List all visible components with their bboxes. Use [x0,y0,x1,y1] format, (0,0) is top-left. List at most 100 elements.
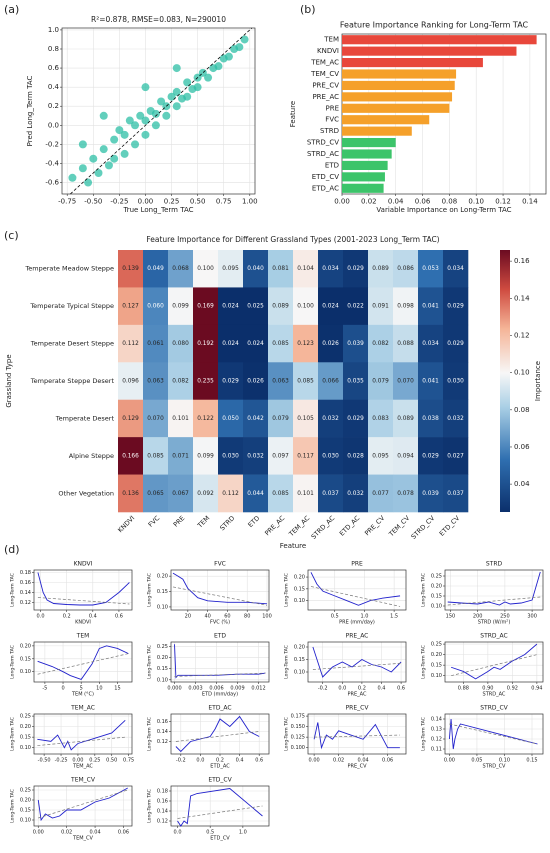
cell [443,474,469,513]
bar [342,115,430,125]
y-tick-label: 0.10 [20,745,31,751]
bar [342,103,450,113]
row-label: Temperate Meadow Steppe [24,265,114,273]
plot-frame [33,641,133,683]
cell-label: 0.024 [222,341,239,347]
column-label: PRE [172,514,187,529]
cell-label: 0.034 [422,341,439,347]
cell [318,437,344,475]
y-tick-label: 0.20 [294,645,305,651]
cell-label: 0.041 [422,304,439,310]
y-tick-label: 0.18 [157,789,168,795]
column-label: ETD_AC [338,514,362,538]
cell-label: 0.032 [347,491,364,497]
x-tick-label: 200 [473,613,483,619]
cell [293,250,319,288]
x-tick-label: 0.012 [251,685,265,691]
row-label: Temperate Desert Steppe [30,340,114,348]
point [141,83,150,92]
cell-label: 0.060 [147,304,164,310]
y-tick-label: 0.8 [48,45,59,53]
x-tick-label: 0.04 [388,197,404,205]
bar [342,126,412,136]
x-tick-label: 1.00 [242,197,258,205]
x-tick-label: 0.02 [333,757,344,763]
data-line [313,722,400,750]
x-tick-label: 0.006 [209,685,223,691]
cell [193,362,219,401]
cell [443,362,469,401]
y-tick-label: FVC [325,116,339,124]
cell-label: 0.192 [197,341,214,347]
cell-label: 0.030 [447,379,464,385]
x-tick-label: 0.50 [106,757,117,763]
cell-label: 0.094 [397,453,414,459]
y-tick-label: 0.12 [431,737,442,743]
cell [193,437,219,475]
x-tick-label: 0.08 [442,197,458,205]
y-tick-label: 0.15 [20,808,31,814]
cell-label: 0.044 [247,491,264,497]
cell-label: 0.098 [397,304,414,310]
data-line [312,646,402,678]
panel-label: (d) [4,543,20,556]
y-tick-label: PRE_CV [312,81,339,89]
colorbar-tick-label: 0.04 [514,480,530,488]
cell [168,399,194,438]
plot-frame [444,713,544,755]
cell [418,250,444,288]
column-label: KNDVI [116,514,136,534]
point [183,78,192,87]
row-label: Temperate Desert [55,414,115,422]
cell-label: 0.089 [372,266,389,272]
data-line [37,645,129,680]
point [104,161,113,170]
cell [143,399,169,438]
point [214,62,223,71]
y-tick-label: 0.20 [20,798,31,804]
x-tick-label: 0.06 [382,757,393,763]
cell-label: 0.029 [347,416,364,422]
cell [243,287,269,326]
cell-label: 0.037 [322,491,339,497]
cell [418,399,444,438]
bar [342,80,455,90]
cell [243,362,269,401]
cell [418,324,444,363]
cell-label: 0.136 [122,491,139,497]
identity-line [70,27,253,195]
x-tick-label: 40 [204,613,210,619]
cell [268,287,294,326]
y-tick-label: 0.6 [48,64,60,72]
cell [243,324,269,363]
x-tick-label: 20 [185,613,191,619]
y-tick-label: 0.10 [431,604,442,610]
cell-label: 0.049 [147,266,164,272]
cell-label: 0.034 [447,266,464,272]
y-tick-label: STRD_CV [307,139,339,147]
plot-frame [307,569,407,611]
cell-label: 0.086 [397,266,414,272]
y-axis-label: Long-Term TAC [284,573,290,607]
cell-label: 0.085 [297,379,314,385]
x-axis-label: STRD_AC [483,692,506,698]
x-axis-label: TEM (°C) [71,692,94,698]
cell [168,324,194,363]
y-axis-label: Long-Term TAC [10,645,16,679]
colorbar-label: Importance [534,361,542,401]
cell [393,362,419,401]
y-tick-label: TEM_CV [310,70,339,78]
cell [118,437,144,475]
cell-label: 0.095 [222,266,239,272]
data-line [172,572,268,605]
point [162,111,171,120]
y-tick-label: 0.10 [431,673,442,679]
cell-label: 0.123 [297,341,314,347]
subplot-title: TEM_AC [70,705,95,712]
x-tick-label: 0.5 [331,613,339,619]
y-tick-label: 0.20 [431,584,442,590]
x-tick-label: 0.15 [526,757,537,763]
cell-label: 0.082 [372,341,389,347]
cell [193,287,219,326]
panel-label: (c) [4,229,19,242]
